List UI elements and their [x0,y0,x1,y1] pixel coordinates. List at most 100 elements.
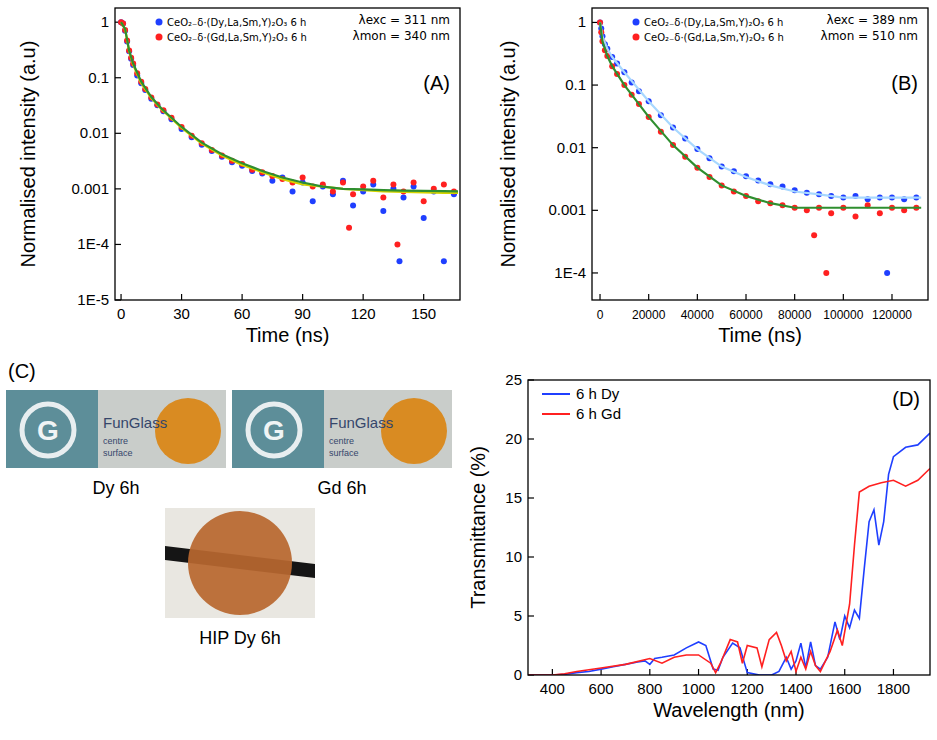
panel-label: (B) [891,72,918,94]
x-tick [302,294,303,300]
data-point [310,198,316,204]
figure: 03060901201501E-51E-40.0010.010.11Time (… [0,0,937,740]
y-tick-label: 1 [101,13,109,30]
legend-label: CeO₂₋δ·(Dy,La,Sm,Y)₂O₃ 6 h [644,17,783,28]
x-tick-label: 0 [117,305,125,322]
legend-swatch [542,393,570,395]
data-point [346,225,352,231]
y-tick-label: 0.001 [548,201,586,218]
annotation: λmon = 510 nm [821,29,918,43]
data-point [370,178,376,184]
data-point [396,258,402,264]
data-point [330,188,336,194]
y-tick [528,615,534,616]
x-tick-label: 100000 [823,308,863,322]
photo: GFunGlasscentresurfaceGd 6h [232,390,452,498]
x-tick-label: 800 [637,680,662,697]
logo-text: surface [329,448,359,458]
y-tick-label: 25 [505,371,522,388]
y-tick-label: 0.01 [557,139,586,156]
y-axis-title: Normalised intensity (a.u) [497,41,519,268]
data-point [350,191,356,197]
x-tick [891,294,892,300]
data-point [350,203,356,209]
x-axis-title: Wavelength (nm) [653,699,805,721]
y-tick [115,77,121,78]
photo: GFunGlasscentresurfaceDy 6h [6,390,226,498]
series-line [600,22,921,207]
x-tick-label: 120 [351,305,376,322]
y-tick [115,133,121,134]
data-point [394,241,400,247]
legend-label: 6 h Gd [576,405,621,422]
y-tick [592,210,598,211]
plot-area [597,19,921,276]
logo-mark: G [37,415,59,446]
panel: 03060901201501E-51E-40.0010.010.11Time (… [17,8,460,346]
plot-frame [528,380,930,675]
y-tick [115,244,121,245]
data-point [380,194,386,200]
y-tick-label: 5 [514,607,522,624]
logo-mark: G [263,415,285,446]
x-tick-label: 1600 [828,680,861,697]
y-tick [528,497,534,498]
photo-caption: Dy 6h [92,478,139,498]
data-point [884,270,890,276]
y-tick-label: 1 [578,13,586,30]
x-tick [120,294,121,300]
x-axis-title: Time (ns) [718,324,802,346]
data-point [290,188,296,194]
photo-disk [381,398,447,464]
x-tick-label: 40000 [681,308,715,322]
x-tick [698,669,699,675]
x-tick [697,294,698,300]
legend-label: CeO₂₋δ·(Dy,La,Sm,Y)₂O₃ 6 h [167,17,306,28]
y-tick-label: 15 [505,489,522,506]
x-tick-label: 1000 [682,680,715,697]
panel-label: (A) [423,72,450,94]
plot-frame [592,8,928,300]
y-tick-label: 0.01 [80,124,109,141]
y-axis-title: Transmittance (%) [467,446,489,609]
data-point [411,180,417,186]
data-point [380,208,386,214]
x-tick [242,294,243,300]
series-line [600,22,921,197]
data-point [421,215,427,221]
photo-disk [155,398,221,464]
data-point [300,175,306,181]
x-tick-label: 1800 [877,680,910,697]
plot-area [528,433,930,675]
x-tick [843,294,844,300]
x-tick [552,669,553,675]
photo: HIP Dy 6h [165,508,315,648]
logo-text: centre [329,436,354,446]
y-tick [592,147,598,148]
x-tick-label: 1200 [731,680,764,697]
y-tick [592,84,598,85]
data-point [828,210,834,216]
photo-disk [188,511,292,615]
panel-label: (D) [892,388,920,410]
x-tick-label: 400 [540,680,565,697]
x-tick-label: 120000 [872,308,912,322]
photo-logo-block [6,390,98,468]
series-line [528,469,930,676]
y-tick [528,556,534,557]
data-point [877,210,883,216]
y-tick [115,188,121,189]
x-tick-label: 0 [597,308,604,322]
legend-swatch [156,19,163,26]
data-point [823,270,829,276]
legend-label: 6 h Dy [576,385,620,402]
logo-text: FunGlass [103,414,167,431]
panel: 0200004000060000800001000001200001E-40.0… [497,8,928,346]
y-tick-label: 1E-5 [77,291,109,308]
x-tick [423,294,424,300]
legend-label: CeO₂₋δ·(Gd,La,Sm,Y)₂O₃ 6 h [167,32,307,43]
photo-background [232,390,452,468]
photo-logo-block [232,390,324,468]
x-axis-title: Time (ns) [246,324,330,346]
logo-text: surface [103,448,133,458]
